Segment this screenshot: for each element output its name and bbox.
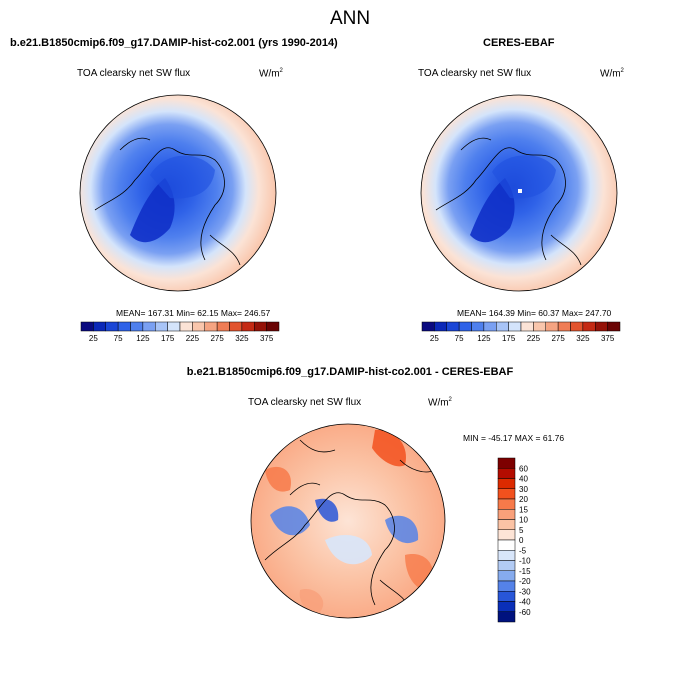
panel-1-colorbar-tick-label: 175: [161, 334, 175, 343]
panel-2-colorbar-tick-label: 125: [477, 334, 491, 343]
panel-1-colorbar-tick-label: 225: [186, 334, 200, 343]
panel-3-colorbar-swatch: [497, 601, 516, 612]
panel-3-colorbar-tick-label: 30: [519, 485, 528, 494]
panel-3-field: [251, 424, 445, 618]
panel-3-stats: MIN = -45.17 MAX = 61.76: [463, 433, 565, 443]
panel-3-units: W/m2: [428, 397, 452, 408]
panel-3-colorbar-swatch: [497, 611, 516, 623]
panel-3-colorbar-swatch: [497, 488, 516, 500]
panel-3-colorbar-tick-label: 20: [519, 495, 528, 504]
panel-3-neg-patch-3: [315, 498, 339, 522]
panel-1-colorbar-tick-label: 375: [260, 334, 274, 343]
panel-3-coastline: [264, 439, 436, 611]
panel-3-colorbar-tick-label: 60: [519, 464, 528, 473]
panel-1-colorbar-tick-label: 325: [235, 334, 249, 343]
panel-3-colorbar-tick-label: -20: [519, 577, 531, 586]
panel-3-colorbar-tick-label: 15: [519, 505, 528, 514]
panel-3-colorbar-tick-label: -40: [519, 598, 531, 607]
panel-3-colorbar-tick-label: -5: [519, 546, 527, 555]
panel-2-colorbar-tick-label: 375: [601, 334, 615, 343]
panel-1-colorbar-tick-label: 275: [210, 334, 224, 343]
panel-3-colorbar-swatch: [497, 468, 516, 479]
panel-2-colorbar-tick-label: 225: [527, 334, 541, 343]
panel-3-colorbar-tick-label: -30: [519, 587, 531, 596]
panel-1-colorbar-swatch: [266, 321, 280, 332]
panel-3-colorbar-swatch: [497, 519, 516, 530]
panel-2-units: W/m2: [600, 68, 624, 79]
panel-2-colorbar-tick-label: 175: [502, 334, 516, 343]
panel-2-colorbar-tick-label: 25: [430, 334, 439, 343]
panel-2-colorbar-tick-label: 325: [576, 334, 590, 343]
panel-3-units-exp: 2: [448, 397, 452, 403]
panel-2-stats: MEAN= 164.39 Min= 60.37 Max= 247.70: [457, 308, 612, 318]
panel-3-colorbar-swatch: [497, 550, 516, 561]
panel-3-colorbar-swatch: [497, 509, 516, 520]
panel-2-colorbar: 25 75 125 175 225 275 325 375: [421, 321, 621, 343]
panel-1-units-exp: 2: [279, 68, 283, 74]
panel-3-colorbar-tick-label: 5: [519, 526, 524, 535]
panel-3-colorbar-swatch: [497, 580, 516, 592]
panel-2-variable-label: TOA clearsky net SW flux: [418, 68, 532, 79]
panel-3-pos-patch-4: [299, 589, 324, 612]
panel-2-colorbar-swatch: [607, 321, 621, 332]
panel-2-greenland-low: [470, 178, 515, 243]
panel-3-variable-label: TOA clearsky net SW flux: [248, 397, 362, 408]
panel-1-ice-low: [150, 155, 215, 199]
panel-3-near-zero: [325, 535, 372, 565]
panel-3-colorbar-swatch: [497, 570, 516, 582]
panel-2-ice-low: [492, 155, 556, 199]
panel-2-units-exp: 2: [620, 68, 624, 74]
panel-2-units-base: W/m: [600, 68, 621, 80]
panel-3-pos-patch-1: [372, 429, 406, 467]
panel-3-colorbar-tick-label: 40: [519, 475, 528, 484]
panel-3-colorbar-swatch: [497, 560, 516, 571]
panel-1-colorbar: 25 75 125 175 225 275 325 375: [80, 321, 280, 343]
panel-2-colorbar-tick-label: 75: [455, 334, 464, 343]
panel-3-colorbar-tick-label: 0: [519, 536, 524, 545]
panel-1-units-base: W/m: [259, 68, 280, 80]
panel-2-title: CERES-EBAF: [483, 37, 555, 49]
page-title: ANN: [329, 8, 371, 29]
panel-1-stats: MEAN= 167.31 Min= 62.15 Max= 246.57: [116, 308, 271, 318]
panel-1-map-border: [79, 94, 277, 292]
panel-3-title: b.e21.B1850cmip6.f09_g17.DAMIP-hist-co2.…: [186, 366, 514, 378]
panel-3-pos-patch-2: [265, 466, 291, 492]
panel-3-colorbar-swatch: [497, 529, 516, 541]
panel-3-colorbar-swatch: [497, 498, 516, 510]
panel-3-colorbar-swatch: [497, 457, 516, 469]
panel-3-colorbar-swatch: [497, 591, 516, 602]
panel-1-variable-label: TOA clearsky net SW flux: [77, 68, 191, 79]
panel-3-colorbar-tick-label: -15: [519, 567, 531, 576]
panel-1-title: b.e21.B1850cmip6.f09_g17.DAMIP-hist-co2.…: [10, 37, 338, 49]
panel-1-greenland-low: [130, 178, 175, 243]
panel-1-units: W/m2: [259, 68, 283, 79]
panel-1-coastline: [94, 137, 241, 266]
panel-1-colorbar-tick-label: 125: [136, 334, 150, 343]
panel-3-colorbar-tick-label: -10: [519, 557, 531, 566]
panel-3-map-border: [250, 423, 446, 619]
panel-3-units-base: W/m: [428, 397, 449, 409]
panel-2-map-border: [420, 94, 618, 292]
panel-1-colorbar-tick-label: 75: [114, 334, 123, 343]
panel-2-coastline: [435, 137, 582, 266]
panel-3-colorbar-tick-label: -60: [519, 608, 531, 617]
panel-1-colorbar-tick-label: 25: [89, 334, 98, 343]
panel-3-colorbar-tick-label: 10: [519, 516, 528, 525]
panel-3-colorbar-swatch: [497, 539, 516, 551]
panel-3-neg-patch-1: [270, 506, 310, 536]
panel-2-pole-hole: [518, 189, 522, 193]
panel-3-colorbar-swatch: [497, 478, 516, 489]
panel-2-colorbar-tick-label: 275: [551, 334, 565, 343]
